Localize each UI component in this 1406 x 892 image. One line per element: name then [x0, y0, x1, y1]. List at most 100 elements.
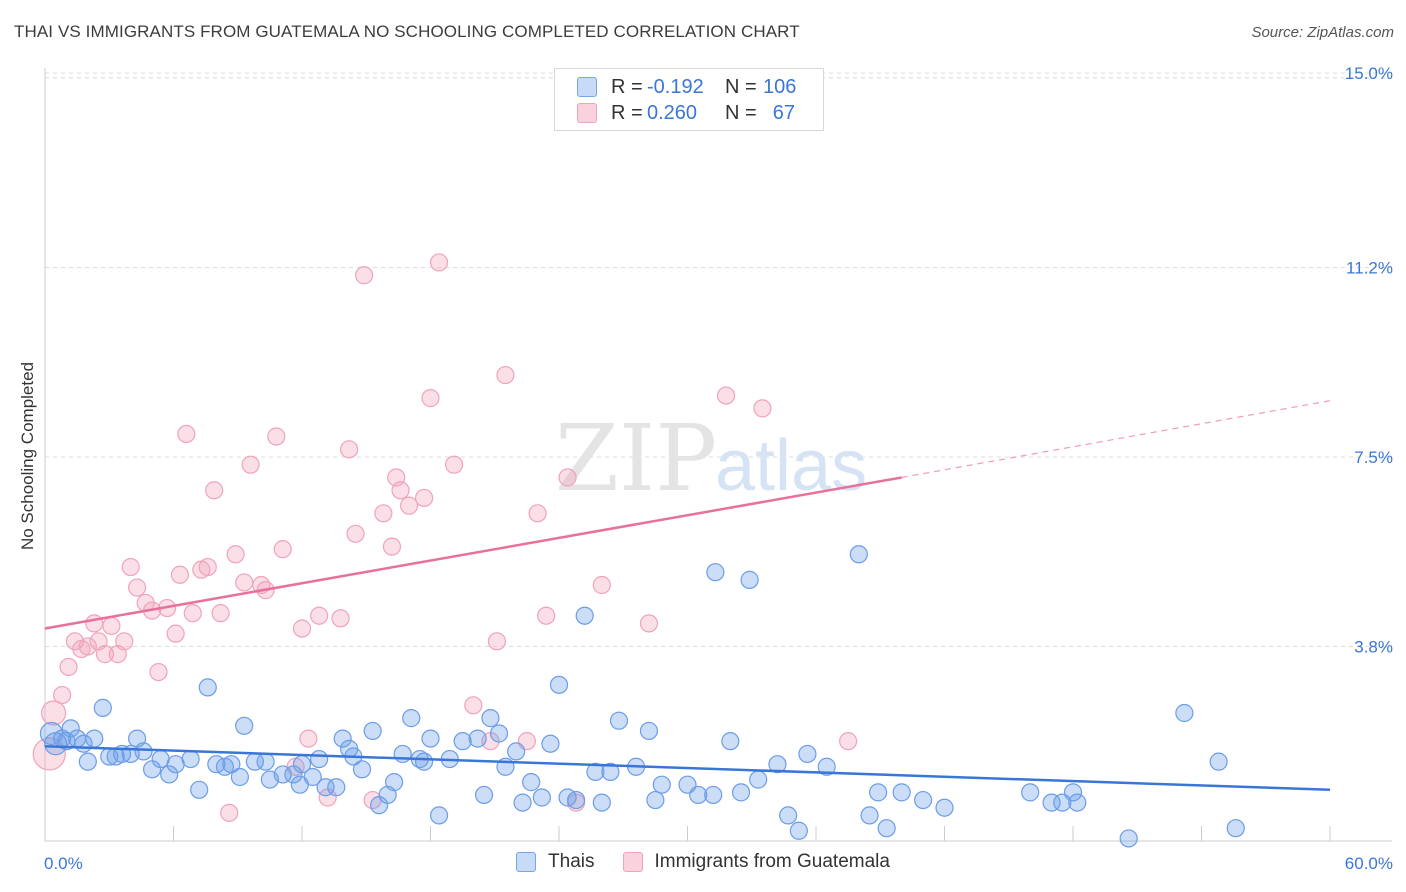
data-point-thais: [85, 729, 104, 748]
trend-line-guatemala: [44, 476, 902, 630]
data-point-thais: [134, 742, 153, 761]
legend-r-label: R =: [611, 101, 643, 124]
data-point-thais: [1042, 793, 1061, 812]
data-point-thais: [849, 545, 868, 564]
data-point-thais: [235, 716, 254, 735]
series-swatch-guatemala: [622, 852, 643, 872]
data-point-thais: [230, 767, 249, 787]
data-point-thais: [481, 709, 500, 728]
data-point-guatemala: [53, 685, 72, 705]
data-point-thais: [310, 749, 329, 769]
data-point-thais: [160, 765, 179, 784]
series-legend: Thais Immigrants from Guatemala: [0, 851, 1406, 873]
data-point-thais: [689, 785, 708, 805]
y-tick-label: 7.5%: [1354, 448, 1393, 467]
data-point-thais: [913, 790, 933, 810]
data-point-guatemala: [331, 609, 350, 628]
grid-lines: [45, 72, 1392, 647]
x-tick-label-max: 60.0%: [1345, 854, 1393, 873]
watermark: ZIP atlas: [555, 405, 867, 512]
data-point-thais: [414, 752, 434, 771]
data-point-thais: [1209, 752, 1228, 771]
data-point-thais: [468, 729, 487, 748]
data-point-thais: [1226, 819, 1245, 838]
data-point-thais: [798, 744, 817, 764]
y-tick-label: 3.8%: [1354, 637, 1393, 656]
data-point-guatemala: [170, 565, 190, 584]
chart-title: THAI VS IMMIGRANTS FROM GUATEMALA NO SCH…: [14, 22, 800, 41]
data-point-thais: [181, 749, 200, 769]
data-point-guatemala: [198, 557, 217, 577]
data-point-guatemala: [85, 614, 104, 633]
correlation-legend: R = -0.192 N = 106 R = 0.260 N = 67: [554, 68, 824, 131]
data-point-thais: [586, 762, 605, 781]
data-point-thais: [860, 806, 879, 825]
series-name-guatemala: Immigrants from Guatemala: [654, 851, 890, 872]
data-point-guatemala: [444, 455, 464, 474]
data-point-thais: [327, 778, 346, 797]
trend-line-thais: [44, 745, 1331, 792]
data-point-thais: [652, 775, 671, 794]
trend-line-guatemala-extrapolated: [901, 400, 1331, 479]
data-point-thais: [316, 778, 335, 797]
tick-labels: 3.8% 7.5% 11.2% 15.0% 0.0% 60.0%: [44, 64, 1393, 873]
data-point-guatemala: [537, 606, 556, 625]
legend-n-label: N =: [725, 101, 757, 124]
series-legend-guatemala[interactable]: Immigrants from Guatemala: [622, 851, 890, 873]
data-point-guatemala: [374, 504, 393, 523]
data-point-guatemala: [310, 606, 329, 625]
data-point-thais: [352, 760, 372, 779]
data-point-guatemala: [639, 614, 659, 633]
data-point-guatemala: [121, 557, 140, 577]
data-point-guatemala: [414, 488, 434, 508]
watermark-atlas: atlas: [715, 426, 867, 506]
data-point-thais: [541, 734, 560, 753]
data-point-thais: [567, 790, 586, 810]
data-point-guatemala: [558, 468, 577, 487]
data-point-thais: [489, 724, 509, 743]
data-point-guatemala: [205, 481, 224, 500]
legend-row-guatemala: R = 0.260 N = 67: [577, 101, 795, 125]
data-point-thais: [453, 732, 472, 751]
legend-r-label: R =: [611, 75, 643, 98]
data-point-thais: [190, 780, 209, 799]
data-point-thais: [1063, 783, 1083, 802]
data-point-thais: [646, 790, 665, 810]
data-point-guatemala: [273, 540, 292, 559]
series-guatemala-points: [32, 253, 858, 822]
data-point-thais: [363, 721, 382, 741]
data-point-thais: [869, 783, 888, 802]
data-point-thais: [222, 755, 241, 774]
data-point-guatemala: [346, 524, 365, 543]
data-point-guatemala: [592, 575, 611, 595]
data-point-guatemala: [391, 481, 410, 500]
data-point-thais: [1068, 793, 1087, 812]
source-label: Source: ZipAtlas.com: [1251, 24, 1394, 41]
series-legend-thais[interactable]: Thais: [516, 851, 595, 873]
legend-swatch-guatemala: [577, 103, 597, 123]
data-point-guatemala: [496, 365, 515, 385]
data-point-thais: [740, 570, 759, 589]
series-name-thais: Thais: [548, 851, 595, 872]
y-tick-label: 11.2%: [1346, 259, 1393, 278]
data-point-guatemala: [464, 696, 483, 715]
data-point-guatemala: [292, 619, 312, 638]
data-point-thais: [592, 793, 611, 812]
legend-swatch-thais: [577, 77, 597, 97]
data-point-guatemala: [299, 729, 318, 748]
series-thais-points: [39, 545, 1245, 848]
data-point-thais: [731, 783, 751, 802]
data-point-guatemala: [753, 399, 772, 418]
data-point-thais: [474, 785, 494, 805]
trend-lines: [44, 400, 1331, 792]
data-point-guatemala: [235, 573, 254, 592]
data-point-thais: [609, 711, 629, 730]
legend-n-label: N =: [725, 75, 757, 98]
data-point-guatemala: [421, 389, 440, 408]
data-point-thais: [549, 675, 569, 694]
data-point-guatemala: [226, 545, 245, 564]
data-point-thais: [303, 767, 322, 787]
data-point-thais: [532, 788, 551, 807]
data-point-thais: [1021, 783, 1040, 802]
